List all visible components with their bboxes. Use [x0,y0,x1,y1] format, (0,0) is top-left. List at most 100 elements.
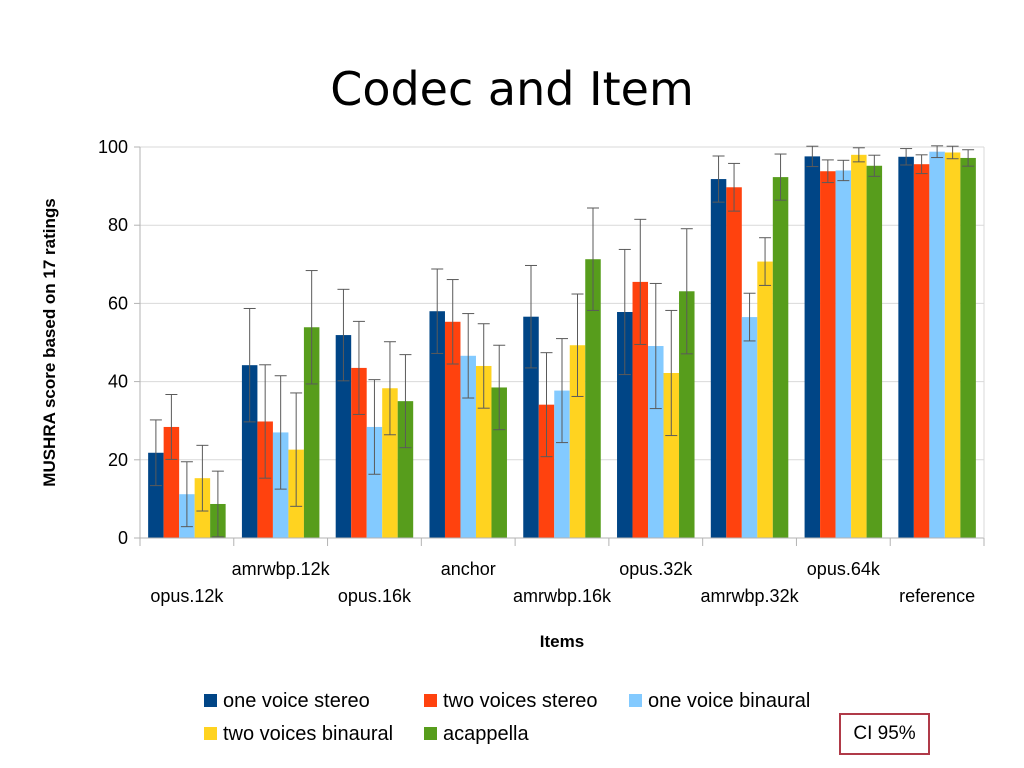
legend-label: two voices stereo [443,690,598,712]
bar [569,345,586,538]
x-tick-label: opus.64k [807,559,881,579]
error-bar [274,375,287,490]
x-tick-label: anchor [441,559,496,579]
error-bar [915,154,928,175]
legend-label: two voices binaural [223,723,393,745]
y-tick-label: 20 [108,450,128,470]
bar [726,187,742,538]
error-bar [352,320,365,415]
legend-item: two voices binaural [204,723,393,745]
error-bar [649,282,662,410]
error-bar [540,352,553,458]
error-bar [743,292,756,342]
error-bar [196,444,209,512]
error-bar [462,313,475,399]
bars [148,151,976,539]
bar [632,281,649,538]
legend-label: one voice stereo [223,690,370,712]
bar [444,321,461,538]
x-tick-labels: opus.12k amrwbp.12k opus.16k anchor amrwbp.1… [150,559,975,606]
error-bar [665,309,678,437]
bar [757,261,773,538]
bar [491,387,507,538]
x-tick-label: opus.32k [619,559,693,579]
bar [163,426,180,538]
error-bar [149,419,162,487]
bar [475,365,492,538]
bar [366,426,383,538]
x-axis-title: Items [540,632,584,651]
error-bar [728,162,741,212]
y-tick-label: 80 [108,215,128,235]
error-bar [165,394,178,460]
error-bar [525,264,537,369]
legend-swatch [629,694,642,707]
legend-swatch [204,694,217,707]
legend-label: one voice binaural [648,690,810,712]
error-bar [243,307,256,423]
bar [648,346,664,538]
bar [257,421,273,538]
error-bar [852,147,865,163]
bar [538,404,555,538]
error-bar [211,470,224,538]
error-bar [837,159,850,182]
bar [866,165,883,538]
error-bar [446,279,459,365]
error-bar [305,270,318,385]
error-bar [337,288,350,382]
ci-annotation: CI 95% [839,713,930,755]
error-bar [821,159,834,184]
legend-item: one voice stereo [204,690,370,712]
y-axis-title: MUSHRA score based on 17 ratings [40,198,59,486]
bar [460,355,476,538]
bar [929,151,945,538]
error-bar [556,338,568,444]
error-bar [587,207,599,311]
error-bar [259,364,272,479]
x-tick-label: amrwbp.32k [701,586,800,606]
error-bar [634,218,647,345]
error-bar [399,354,412,449]
error-bar [946,145,959,160]
bar [554,390,570,538]
x-tick-label: opus.16k [338,586,412,606]
bar [944,152,961,538]
error-bar [431,268,444,354]
error-bar [618,248,631,376]
legend: one voice stereo two voices stereo one voi… [204,690,810,745]
error-bar [680,228,693,355]
error-bars [149,145,975,538]
bar [585,259,601,538]
bar [741,317,758,538]
bar [835,170,852,538]
bar [772,177,789,538]
chart-title: Codec and Item [330,62,694,116]
y-tick-label: 100 [98,137,128,157]
error-bar [712,155,725,203]
legend-label: acappella [443,723,530,745]
bar [960,157,976,538]
bar [710,179,727,538]
error-bar [571,293,584,397]
bar [679,291,695,538]
error-bar [806,145,819,168]
bar [351,367,367,538]
legend-swatch [204,727,217,740]
error-bar [493,344,506,431]
bar [898,156,914,538]
error-bar [962,149,975,167]
legend-item: one voice binaural [629,690,810,712]
bar [397,401,414,538]
y-tick-label: 60 [108,293,128,313]
error-bar [368,379,381,475]
error-bar [180,461,193,528]
error-bar [477,323,490,409]
bar [523,316,539,538]
bar [429,311,445,538]
legend-item: acappella [424,723,530,745]
bar [303,327,320,538]
error-bar [931,145,944,159]
bar [663,372,680,538]
